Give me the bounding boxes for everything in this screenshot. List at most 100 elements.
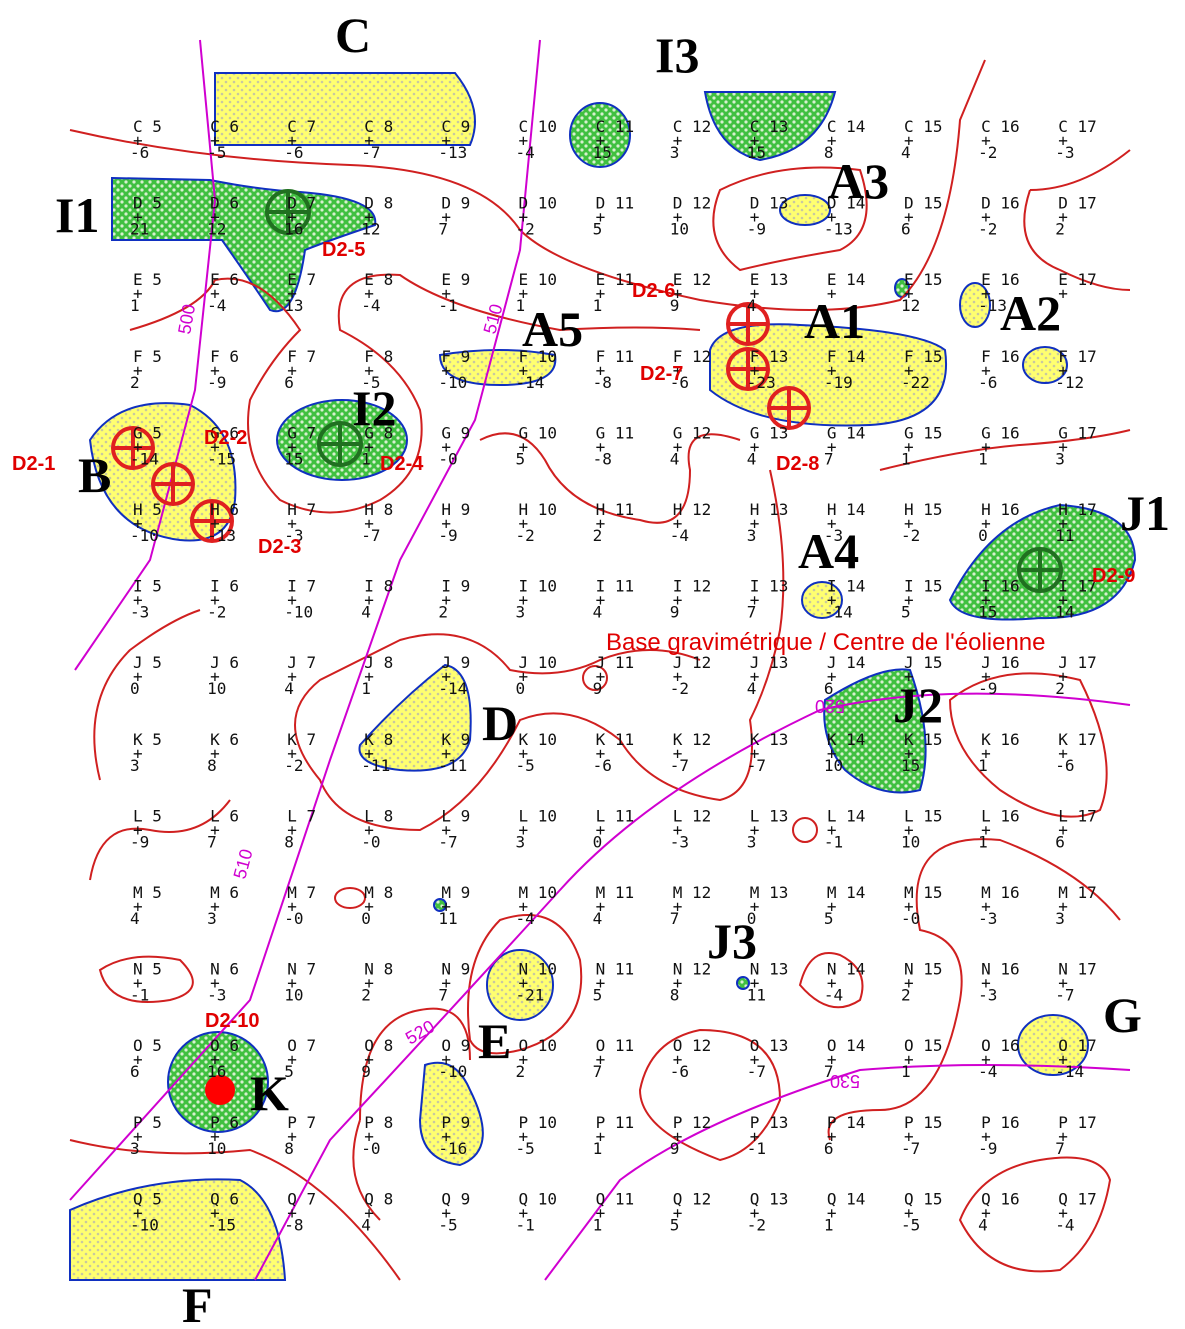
plus: + <box>981 361 991 380</box>
point-name: K 17 <box>1058 730 1097 749</box>
point-value: 0 <box>516 679 526 698</box>
point-name: I 5 <box>133 577 162 596</box>
point-name: H 9 <box>441 500 470 519</box>
point-value: -5 <box>438 1215 457 1234</box>
point-value: 21 <box>130 220 149 239</box>
plus: + <box>981 1203 991 1222</box>
point-value: 3 <box>516 603 526 622</box>
contours <box>69 59 1131 1281</box>
point-value: -4 <box>361 296 380 315</box>
point-name: O 13 <box>750 1036 789 1055</box>
point-name: E 6 <box>210 270 239 289</box>
plus: + <box>441 1127 451 1146</box>
point-value: -7 <box>747 1062 766 1081</box>
point-value: 1 <box>361 449 371 468</box>
point-value: 3 <box>1055 449 1065 468</box>
point-value: -0 <box>901 909 920 928</box>
point-value: 15 <box>284 449 303 468</box>
point-value: -2 <box>516 526 535 545</box>
plus: + <box>133 437 143 456</box>
point-value: -21 <box>516 986 545 1005</box>
plus: + <box>210 437 220 456</box>
point-value: -1 <box>516 1215 535 1234</box>
point-value: 4 <box>747 449 757 468</box>
plus: + <box>519 361 529 380</box>
point-name: I 16 <box>981 577 1020 596</box>
plus: + <box>904 514 914 533</box>
point-name: D 11 <box>596 194 635 213</box>
point-name: G 5 <box>133 423 162 442</box>
point-name: O 9 <box>441 1036 470 1055</box>
plus: + <box>596 974 606 993</box>
point-value: 3 <box>670 143 680 162</box>
point-name: K 12 <box>673 730 712 749</box>
point-name: C 14 <box>827 117 866 136</box>
point-value: 5 <box>670 1215 680 1234</box>
point-value: -6 <box>670 373 689 392</box>
point-name: H 5 <box>133 500 162 519</box>
point-name: K 9 <box>441 730 470 749</box>
point-name: F 10 <box>519 347 558 366</box>
point-name: J 13 <box>750 653 789 672</box>
point-value: 9 <box>670 1139 680 1158</box>
point-name: D 6 <box>210 194 239 213</box>
point-name: M 7 <box>287 883 316 902</box>
point-value: -13 <box>978 296 1007 315</box>
point-name: I 8 <box>364 577 393 596</box>
plus: + <box>750 208 760 227</box>
plus: + <box>133 1203 143 1222</box>
point-value: -15 <box>207 449 236 468</box>
point-name: O 16 <box>981 1036 1020 1055</box>
drill-markers <box>111 189 1063 1105</box>
point-name: M 12 <box>673 883 712 902</box>
point-value: -8 <box>593 373 612 392</box>
plus: + <box>1058 820 1068 839</box>
point-value: 4 <box>593 909 603 928</box>
point-value: -7 <box>361 526 380 545</box>
plus: + <box>210 1050 220 1069</box>
point-value: -22 <box>901 373 930 392</box>
zone-label: B <box>78 447 111 503</box>
plus: + <box>133 284 143 303</box>
point-value: 7 <box>593 1062 603 1081</box>
point-name: I 11 <box>596 577 635 596</box>
point-value: 5 <box>593 220 603 239</box>
point-value: 13 <box>284 296 303 315</box>
point-value: 5 <box>824 909 834 928</box>
plus: + <box>827 974 837 993</box>
plus: + <box>133 820 143 839</box>
plus: + <box>287 1127 297 1146</box>
plus: + <box>133 744 143 763</box>
point-name: G 9 <box>441 423 470 442</box>
plus: + <box>981 1050 991 1069</box>
point-value: 2 <box>901 986 911 1005</box>
point-name: K 6 <box>210 730 239 749</box>
plus: + <box>904 591 914 610</box>
point-name: P 9 <box>441 1113 470 1132</box>
point-value: -4 <box>207 296 226 315</box>
plus: + <box>981 897 991 916</box>
point-value: -2 <box>901 526 920 545</box>
point-name: P 11 <box>596 1113 635 1132</box>
point-value: 10 <box>207 1139 226 1158</box>
plus: + <box>673 284 683 303</box>
point-name: C 5 <box>133 117 162 136</box>
point-name: I 12 <box>673 577 712 596</box>
point-value: 4 <box>901 143 911 162</box>
point-value: -3 <box>670 832 689 851</box>
point-name: C 7 <box>287 117 316 136</box>
point-name: M 9 <box>441 883 470 902</box>
point-value: -14 <box>1055 1062 1084 1081</box>
point-value: 4 <box>130 909 140 928</box>
zone-label: K <box>250 1065 289 1121</box>
plus: + <box>981 744 991 763</box>
plus: + <box>827 897 837 916</box>
point-name: F 7 <box>287 347 316 366</box>
plus: + <box>519 284 529 303</box>
plus: + <box>904 131 914 150</box>
plus: + <box>1058 514 1068 533</box>
plus: + <box>596 897 606 916</box>
zone-label: A2 <box>1000 285 1061 341</box>
plus: + <box>364 361 374 380</box>
point-name: C 16 <box>981 117 1020 136</box>
